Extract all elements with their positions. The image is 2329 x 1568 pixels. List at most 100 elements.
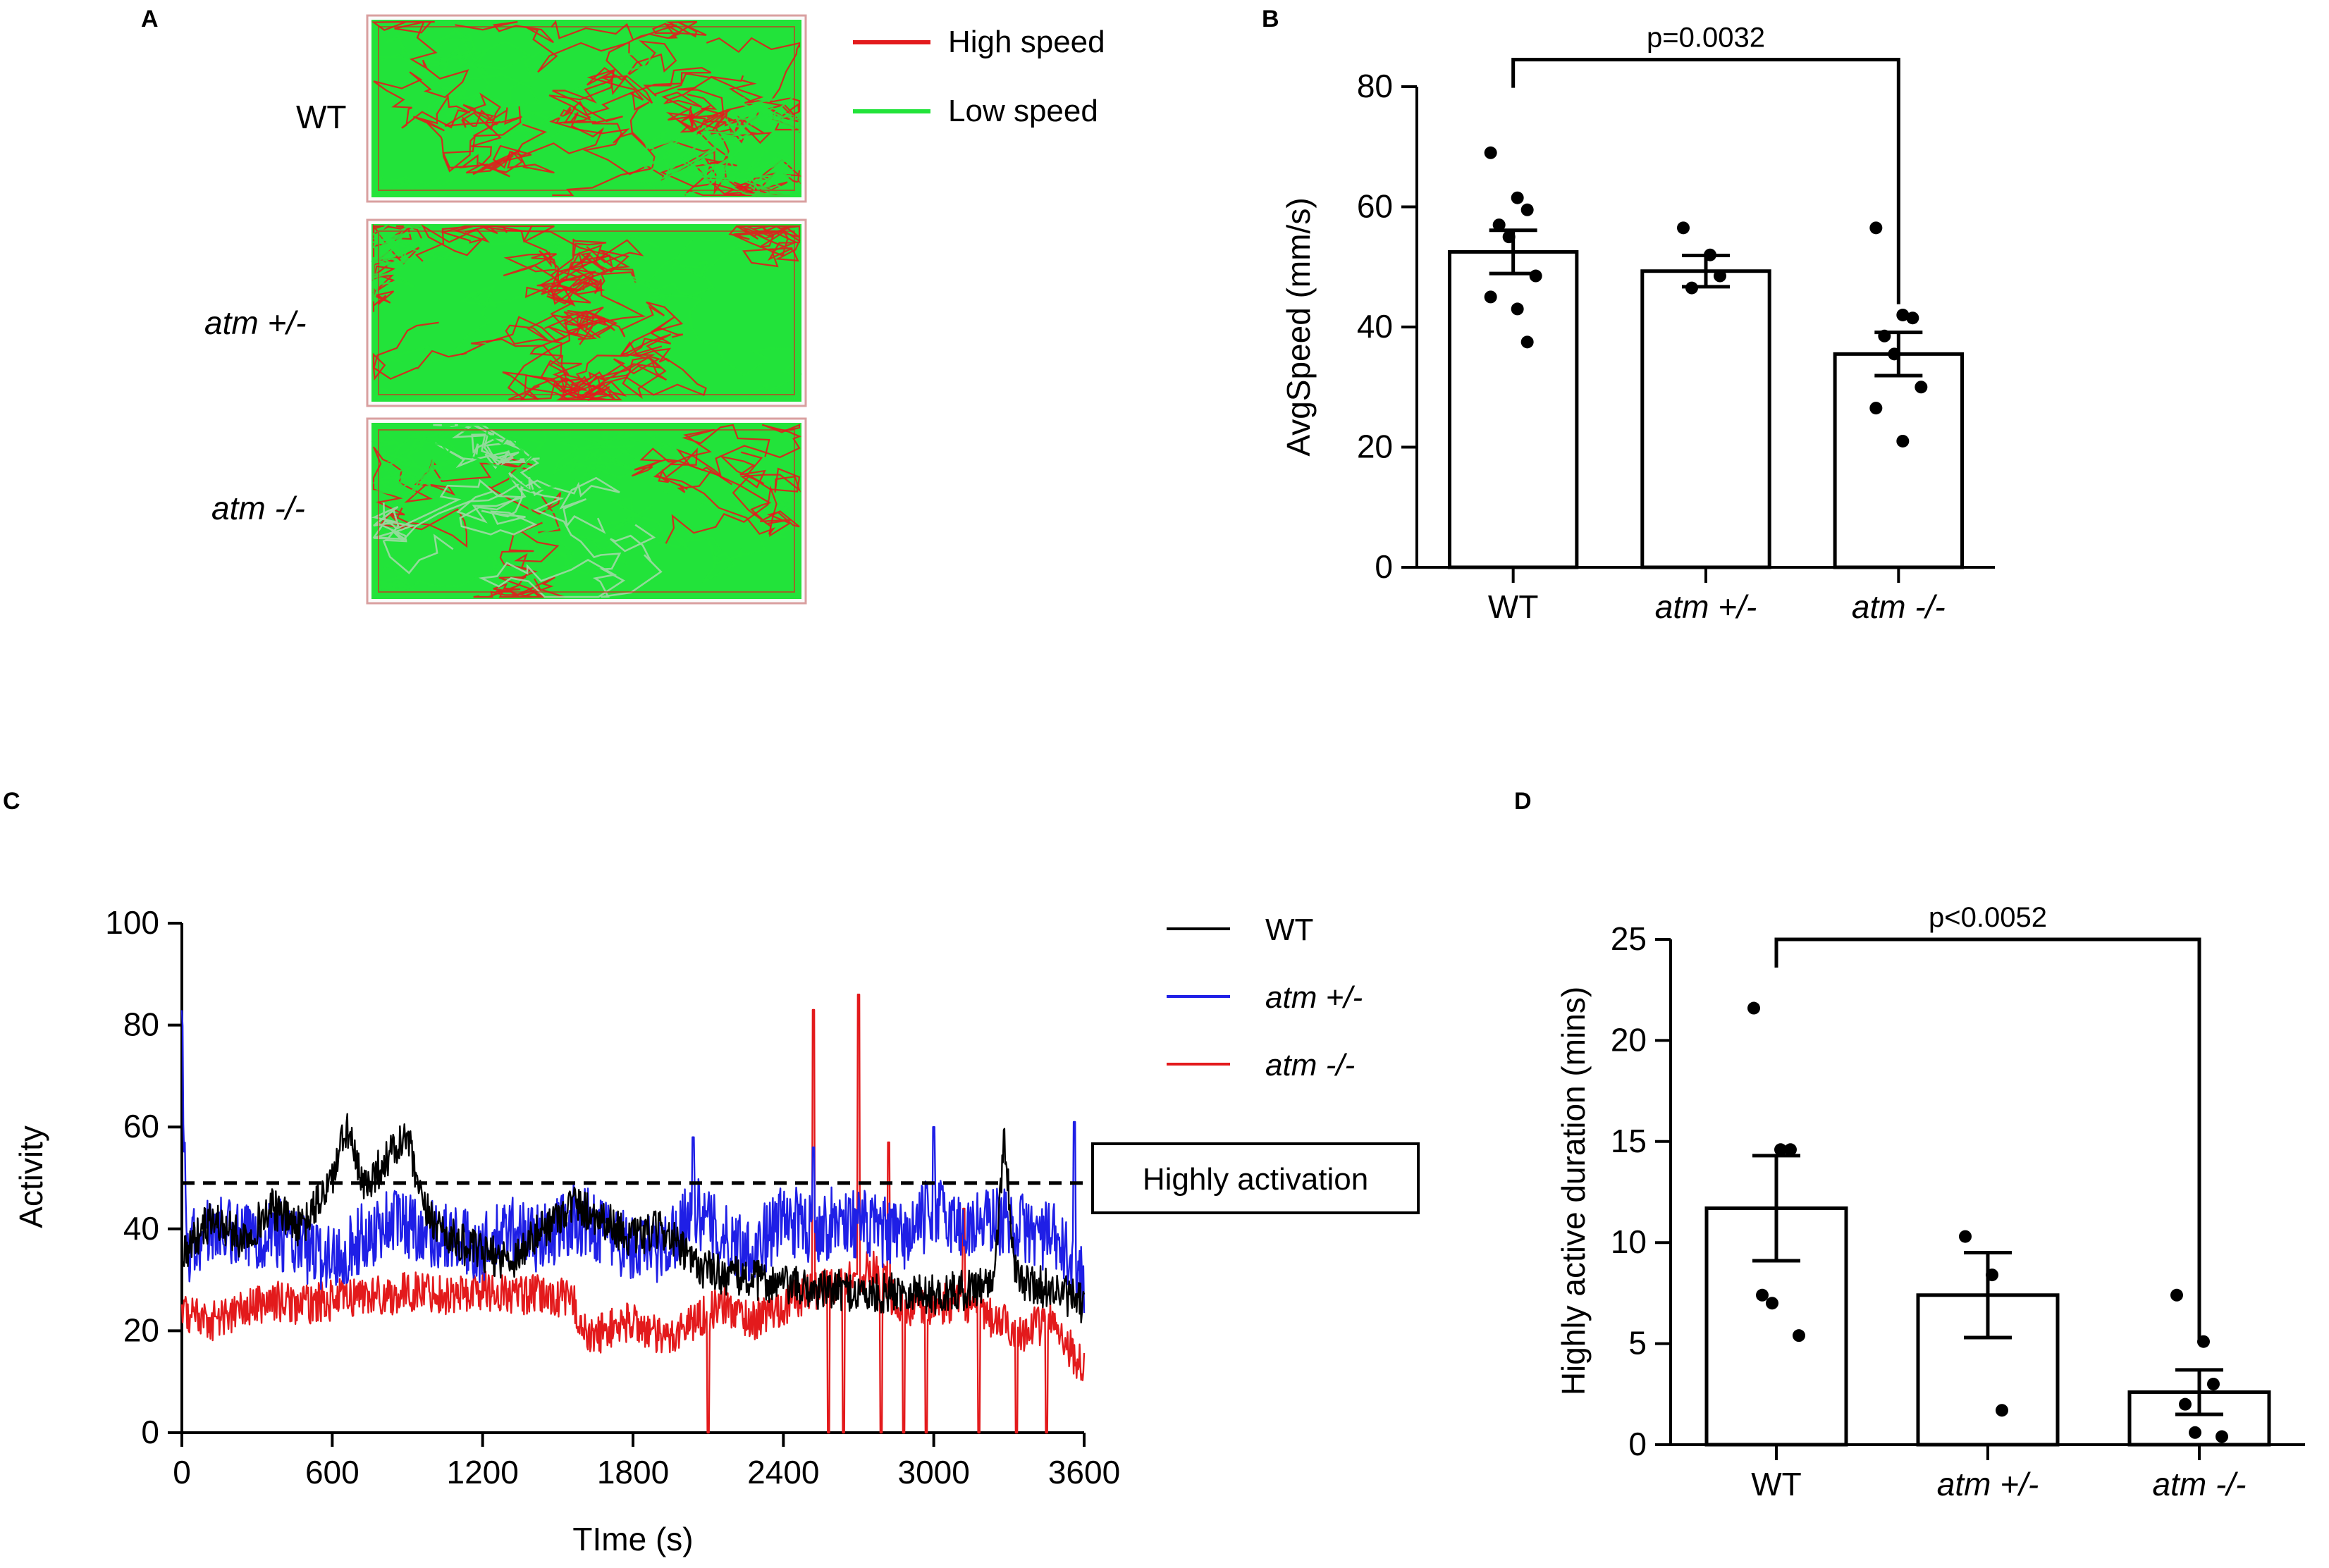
high-speed-track (473, 521, 565, 598)
panel-b-bar-chart: 0 20 40 60 80 AvgSpeed (mm/s) WT atm +/- atm -/-… (1280, 23, 1995, 625)
low-speed-track (433, 424, 544, 524)
data-point (1502, 230, 1516, 244)
high-speed-track (414, 224, 644, 307)
x-tick-label: 1800 (597, 1454, 669, 1490)
y-axis-title: Activity (13, 1125, 49, 1228)
low-speed-track (372, 225, 601, 400)
x-tick-label: 2400 (747, 1454, 819, 1490)
perimeter-track (378, 26, 795, 191)
y-axis-title: Highly active duration (mins) (1555, 987, 1592, 1395)
y-tick-label: 40 (123, 1210, 159, 1247)
series-line (180, 994, 1086, 1434)
legend-label-low-speed: Low speed (948, 94, 1098, 128)
data-point (2216, 1430, 2228, 1443)
y-tick-label: 80 (123, 1006, 159, 1043)
panel-c-line-chart: 0 20 40 60 80 100 0 600 1200 1800 2400 3000 3600 TIme… (13, 904, 1420, 1557)
y-tick-label: 10 (1611, 1223, 1647, 1260)
high-speed-track (507, 310, 707, 401)
panel-label-a: A (141, 6, 159, 32)
perimeter-track (378, 230, 795, 395)
y-tick-label: 0 (141, 1414, 159, 1450)
high-speed-track (372, 314, 610, 401)
legend-label: atm -/- (1265, 1048, 1355, 1082)
low-speed-track (371, 424, 462, 497)
data-point (2189, 1426, 2201, 1439)
panel-label-d: D (1514, 788, 1532, 815)
y-tick-label: 20 (1357, 428, 1393, 465)
x-axis-title: TIme (s) (572, 1521, 693, 1557)
data-point (1793, 1329, 1805, 1342)
x-tick-label: 600 (305, 1454, 360, 1490)
high-speed-track (728, 225, 801, 268)
data-point (1896, 308, 1910, 321)
high-speed-track (676, 424, 801, 537)
low-speed-track (407, 424, 633, 492)
data-point (2179, 1397, 2192, 1411)
perimeter-track (378, 429, 795, 593)
p-value-label: p<0.0052 (1929, 902, 2047, 933)
data-point (2170, 1288, 2183, 1302)
y-tick-label: 60 (1357, 188, 1393, 225)
row-label-wt: WT (296, 99, 347, 135)
legend-label-high-speed: High speed (948, 25, 1105, 59)
data-point (1511, 191, 1524, 204)
series-line (180, 1010, 1086, 1314)
y-tick-label: 5 (1628, 1325, 1647, 1362)
y-tick-label: 40 (1357, 308, 1393, 345)
data-point (1677, 221, 1690, 235)
y-tick-label: 20 (123, 1311, 159, 1348)
low-speed-track (662, 143, 802, 197)
y-tick-label: 80 (1357, 68, 1393, 104)
low-speed-track (418, 20, 595, 121)
data-point (1520, 335, 1534, 349)
x-tick-label: WT (1488, 588, 1539, 625)
panel-label-c: C (3, 788, 20, 815)
data-point (1484, 290, 1497, 304)
high-speed-track (680, 37, 801, 144)
y-tick-label: 100 (105, 904, 159, 941)
y-tick-label: 20 (1611, 1021, 1647, 1058)
data-point (1996, 1404, 2008, 1417)
x-tick-label: 1200 (446, 1454, 518, 1490)
data-point (1915, 381, 1928, 394)
threshold-label-box (1091, 1142, 1420, 1214)
data-point (1685, 281, 1698, 295)
legend-label: atm +/- (1265, 980, 1363, 1015)
data-point (1756, 1288, 1769, 1302)
row-label-atm-het: atm +/- (204, 304, 306, 341)
y-tick-label: 0 (1628, 1426, 1647, 1462)
data-point (1774, 1143, 1787, 1156)
high-speed-track (455, 20, 707, 104)
data-point (1766, 1297, 1778, 1310)
low-speed-track (632, 125, 769, 197)
low-speed-track (372, 56, 654, 197)
data-point (1747, 1001, 1760, 1015)
data-point (1484, 146, 1497, 159)
significance-bracket (1511, 58, 1900, 304)
high-speed-track (486, 238, 607, 344)
low-speed-track (370, 225, 453, 302)
bar (1640, 269, 1771, 569)
y-tick-label: 0 (1375, 548, 1393, 585)
significance-bracket (1774, 937, 2201, 1342)
data-point (1906, 311, 1919, 325)
p-value-label: p=0.0032 (1647, 23, 1765, 54)
data-point (1492, 218, 1506, 232)
y-tick-label: 15 (1611, 1123, 1647, 1159)
low-speed-track (585, 498, 789, 584)
x-tick-label: 3600 (1048, 1454, 1120, 1490)
panel-label-b: B (1262, 6, 1279, 32)
panel-a-tracks: WT atm +/- atm -/- High speed Low speed (204, 14, 1105, 605)
data-point (1878, 329, 1891, 342)
series-line (180, 1113, 1086, 1323)
low-speed-track (478, 476, 663, 598)
data-point (1959, 1230, 1972, 1243)
high-speed-track (444, 92, 555, 178)
panel-d-bar-chart: 0 5 10 15 20 25 Highly active duration (mins) W… (1555, 902, 2305, 1502)
x-tick-label: 0 (173, 1454, 191, 1490)
bar (1447, 249, 1579, 569)
x-tick-label: atm -/- (2153, 1466, 2247, 1502)
data-point (1896, 434, 1910, 447)
data-point (1869, 402, 1883, 415)
